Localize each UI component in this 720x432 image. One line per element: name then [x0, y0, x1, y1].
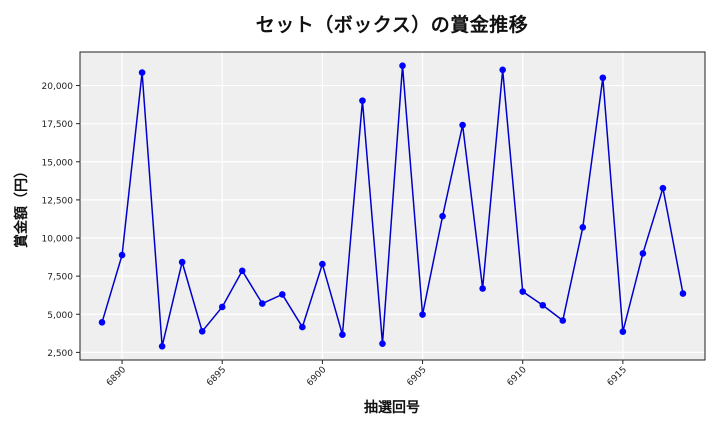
y-tick-label: 2,500 — [47, 349, 73, 359]
y-tick-label: 20,000 — [42, 82, 74, 92]
data-point-marker — [158, 342, 166, 350]
data-series — [98, 62, 687, 350]
data-point-marker — [639, 250, 647, 257]
y-axis-label: 賞金額（円） — [13, 164, 30, 248]
series-line — [101, 65, 684, 347]
data-point-marker — [238, 267, 246, 275]
data-point-marker — [479, 285, 486, 292]
x-axis-label: 抽選回号 — [364, 399, 420, 416]
data-point-marker — [178, 258, 186, 266]
y-tick-label: 5,000 — [47, 311, 73, 321]
data-point-marker — [339, 331, 346, 338]
data-point-marker — [539, 301, 547, 309]
data-point-marker — [258, 300, 266, 307]
x-tick-label: 6895 — [205, 365, 228, 388]
data-point-marker — [198, 328, 206, 335]
x-tick-label: 6900 — [305, 365, 328, 388]
y-axis: 2,500 5,000 7,500 10,000 12,500 15,000 17,500 2… — [42, 82, 80, 359]
data-point-marker — [399, 62, 406, 70]
data-point-marker — [659, 184, 667, 192]
data-point-marker — [319, 260, 326, 268]
chart-title: セット（ボックス）の賞金推移 — [255, 14, 529, 36]
grid-lines — [80, 52, 705, 360]
data-point-marker — [519, 288, 527, 295]
y-tick-label: 10,000 — [42, 235, 74, 245]
data-point-marker — [559, 317, 567, 324]
data-point-marker — [359, 97, 366, 104]
data-point-marker — [299, 323, 306, 331]
data-point-marker — [118, 251, 126, 259]
y-tick-label: 12,500 — [42, 196, 74, 206]
data-point-marker — [599, 74, 607, 82]
data-point-marker — [439, 212, 446, 220]
x-tick-label: 6910 — [506, 365, 529, 388]
y-tick-label: 17,500 — [42, 120, 74, 130]
x-tick-label: 6915 — [606, 365, 629, 388]
plot-frame — [79, 51, 706, 361]
y-tick-label: 15,000 — [42, 158, 74, 168]
y-tick-label: 7,500 — [47, 273, 73, 283]
x-tick-label: 6890 — [105, 365, 128, 388]
x-axis: 6890 6895 6900 6905 6910 6915 — [105, 360, 629, 388]
data-point-marker — [619, 328, 627, 335]
data-point-marker — [459, 121, 466, 129]
data-point-marker — [218, 303, 226, 311]
data-point-marker — [679, 290, 687, 297]
x-tick-label: 6905 — [405, 365, 428, 388]
data-point-marker — [419, 311, 426, 318]
data-point-marker — [138, 69, 146, 76]
data-point-marker — [279, 291, 286, 298]
data-point-marker — [499, 66, 506, 74]
data-point-marker — [98, 319, 106, 326]
data-point-marker — [579, 224, 587, 231]
data-point-marker — [379, 340, 386, 347]
